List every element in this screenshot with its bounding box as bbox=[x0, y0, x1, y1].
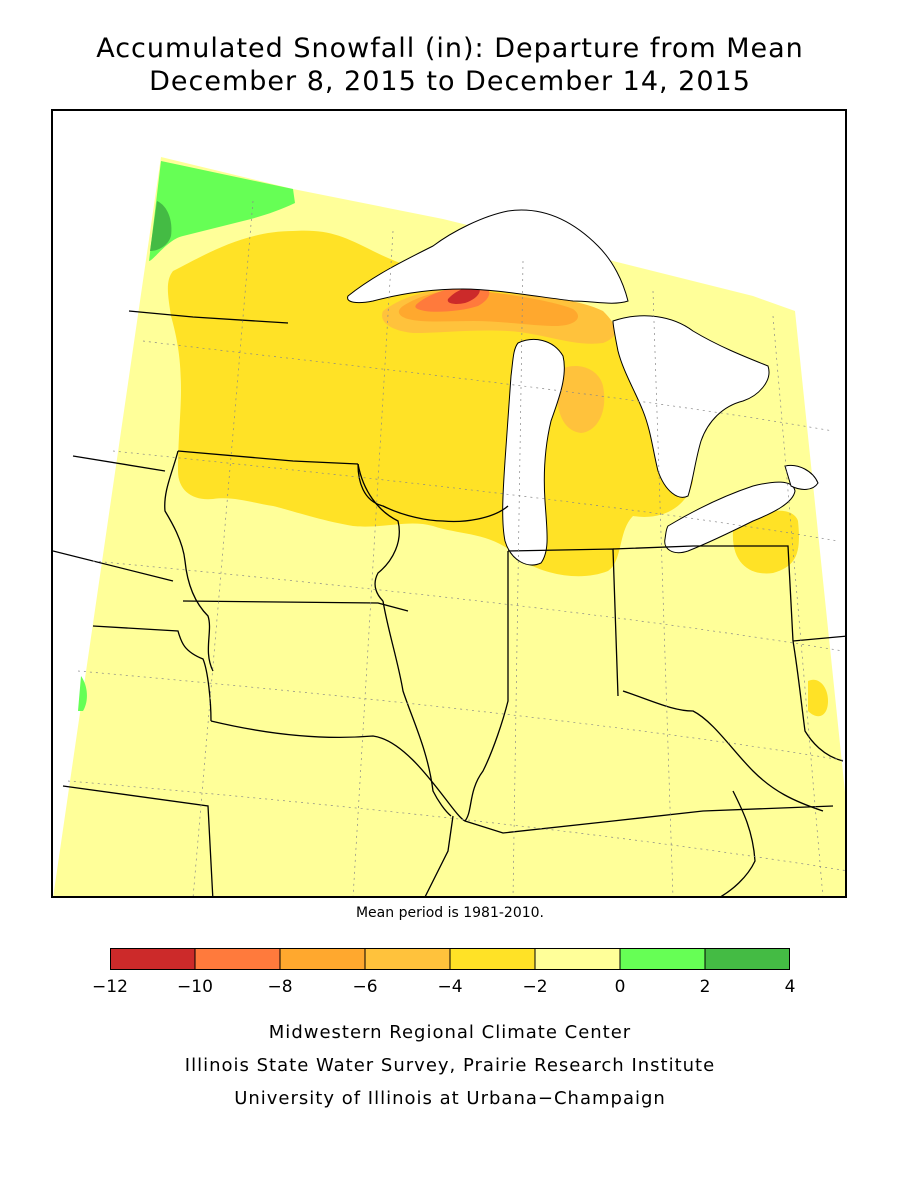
legend-tick-label: −10 bbox=[177, 977, 213, 997]
mean-period-note: Mean period is 1981-2010. bbox=[355, 905, 545, 921]
legend-tick-label: −4 bbox=[437, 977, 463, 997]
legend-swatch bbox=[194, 948, 281, 970]
legend-tick-label: −12 bbox=[92, 977, 128, 997]
legend-frame bbox=[110, 948, 790, 970]
credit-line-1: Midwestern Regional Climate Center bbox=[268, 1022, 632, 1043]
snowfall-departure-map bbox=[51, 109, 847, 898]
contour-2-to-4-northwest bbox=[150, 201, 172, 251]
legend-swatch bbox=[110, 948, 196, 970]
legend-tick-label: 4 bbox=[784, 977, 796, 997]
lake-superior bbox=[347, 209, 629, 304]
credit-line-2: Illinois State Water Survey, Prairie Res… bbox=[184, 1055, 716, 1076]
contour-minus10-to-minus12-keweenaw bbox=[447, 286, 480, 304]
legend-swatch bbox=[449, 948, 536, 970]
contour-minus4-to-minus6-lp bbox=[556, 366, 605, 433]
map-title-line-1: Accumulated Snowfall (in): Departure fro… bbox=[96, 33, 804, 64]
legend-tick-label: 2 bbox=[699, 977, 711, 997]
legend-swatch bbox=[364, 948, 451, 970]
legend-tick-label: −6 bbox=[352, 977, 378, 997]
map-title-line-2: December 8, 2015 to December 14, 2015 bbox=[149, 66, 751, 97]
lake-michigan bbox=[502, 339, 565, 566]
legend-tick-label: 0 bbox=[614, 977, 626, 997]
lake-huron bbox=[612, 315, 770, 498]
graticule bbox=[67, 200, 845, 896]
lake-erie bbox=[664, 481, 796, 554]
legend-swatch bbox=[619, 948, 706, 970]
lake-ontario-edge bbox=[784, 464, 819, 490]
legend-swatch bbox=[534, 948, 621, 970]
contour-0-to-2-southwest bbox=[78, 676, 87, 711]
color-legend-bar bbox=[110, 948, 790, 970]
contour-0-to-2-northwest bbox=[149, 161, 295, 261]
contour-minus2-to-minus4-ohio bbox=[808, 679, 828, 717]
legend-swatch bbox=[704, 948, 790, 970]
legend-swatch bbox=[279, 948, 366, 970]
contour-minus2-to-minus4-east bbox=[732, 510, 799, 574]
legend-tick-label: −2 bbox=[522, 977, 548, 997]
credit-line-3: University of Illinois at Urbana−Champai… bbox=[234, 1088, 666, 1109]
legend-tick-label: −8 bbox=[267, 977, 293, 997]
